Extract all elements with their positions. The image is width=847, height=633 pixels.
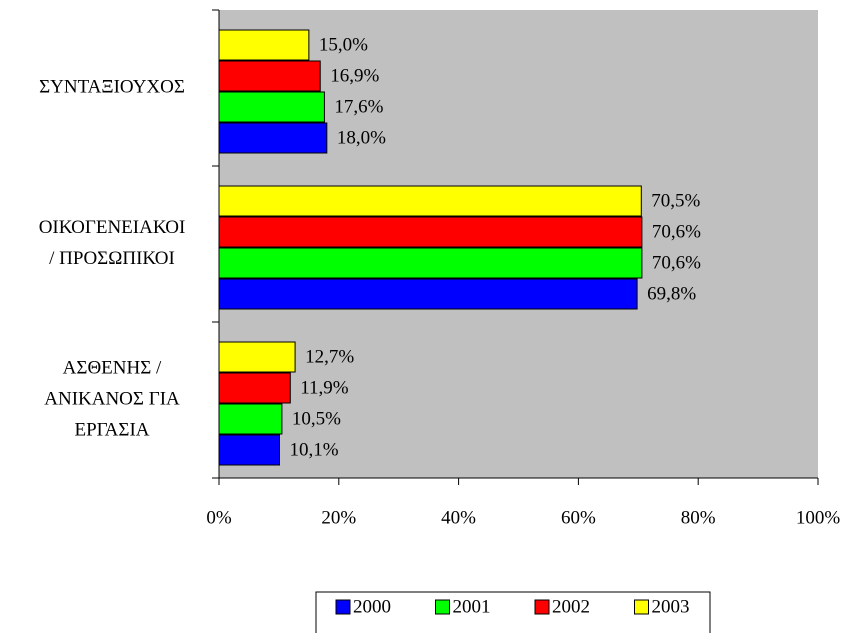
legend-label: 2003: [652, 596, 690, 617]
bar: [218, 434, 280, 466]
legend-label: 2000: [353, 596, 391, 617]
y-tick-label: ΑΝΙΚΑΝΟΣ ΓΙΑ: [44, 388, 180, 409]
value-label: 16,9%: [330, 65, 379, 86]
x-tick-label: 40%: [441, 507, 476, 528]
legend-swatch: [335, 599, 351, 615]
bar: [218, 122, 328, 154]
value-label: 10,5%: [292, 408, 341, 429]
y-tick-label: / ΠΡΟΣΩΠΙΚΟΙ: [49, 248, 175, 269]
bar: [218, 341, 296, 373]
bar: [218, 185, 642, 217]
bar: [218, 29, 310, 61]
y-tick-label: ΣΥΝΤΑΞΙΟΥΧΟΣ: [39, 76, 185, 97]
bar: [218, 216, 643, 248]
bar: [218, 403, 283, 435]
value-label: 70,5%: [651, 190, 700, 211]
legend-label: 2002: [552, 596, 590, 617]
x-tick-label: 0%: [206, 507, 232, 528]
value-label: 70,6%: [652, 252, 701, 273]
legend-swatch: [534, 599, 550, 615]
bar: [218, 372, 291, 404]
bar: [218, 247, 643, 279]
bar: [218, 91, 325, 123]
legend-label: 2001: [453, 596, 491, 617]
x-tick-label: 100%: [796, 507, 841, 528]
value-label: 18,0%: [337, 127, 386, 148]
x-tick-label: 20%: [321, 507, 356, 528]
value-label: 10,1%: [289, 439, 338, 460]
legend-swatch: [435, 599, 450, 615]
x-tick-label: 60%: [561, 507, 596, 528]
value-label: 15,0%: [319, 34, 368, 55]
y-tick-label: ΑΣΘΕΝΗΣ /: [63, 357, 162, 378]
value-label: 17,6%: [334, 96, 383, 117]
legend-swatch: [634, 599, 649, 615]
value-label: 11,9%: [300, 377, 349, 398]
bar: [218, 60, 321, 92]
y-tick-label: ΕΡΓΑΣΙΑ: [74, 419, 149, 440]
value-label: 70,6%: [652, 221, 701, 242]
bar: [218, 278, 638, 310]
value-label: 69,8%: [647, 283, 696, 304]
value-label: 12,7%: [305, 346, 354, 367]
x-tick-label: 80%: [681, 507, 716, 528]
y-tick-label: ΟΙΚΟΓΕΝΕΙΑΚΟΙ: [39, 217, 186, 238]
